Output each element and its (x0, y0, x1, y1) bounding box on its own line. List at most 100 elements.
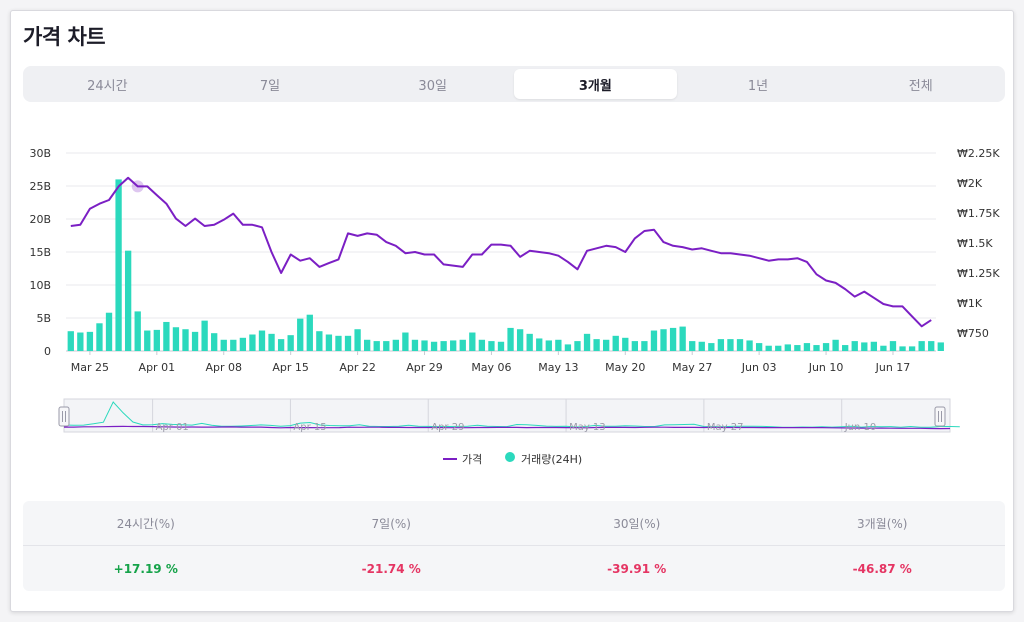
left-tick-label: 25B (29, 180, 51, 193)
price-line-path (70, 176, 932, 328)
left-tick-label: 10B (29, 279, 51, 292)
volume-bar (822, 343, 830, 351)
tab-all[interactable]: 전체 (908, 78, 933, 94)
volume-bar (306, 314, 313, 351)
legend-item-volume[interactable]: 거래량(24H) (505, 452, 582, 466)
left-tick-label: 0 (44, 345, 51, 358)
stats-value-row: +17.19 % -21.74 % -39.91 % -46.87 % (23, 546, 1005, 591)
volume-bar (755, 343, 763, 351)
legend-item-price[interactable]: 가격 (443, 453, 482, 466)
volume-bar (392, 339, 399, 351)
volume-bar (689, 341, 696, 351)
volume-bar (297, 318, 304, 351)
volume-bar (115, 179, 122, 351)
volume-bar (430, 341, 438, 351)
left-tick-label: 20B (29, 213, 51, 226)
right-tick-label: ₩2.25K (957, 147, 1000, 160)
volume-bar (249, 334, 256, 351)
x-tick-label: Jun 10 (808, 361, 844, 374)
navigator-label: May 27 (707, 422, 744, 433)
volume-bar (899, 346, 906, 351)
volume-bar (450, 340, 457, 351)
volume-bar (421, 340, 428, 351)
volume-bar (153, 329, 160, 351)
volume-bar (803, 343, 811, 351)
tab-3m[interactable]: 3개월 (514, 69, 677, 99)
stats-value-30d: -39.91 % (607, 561, 667, 576)
volume-bar (258, 330, 266, 351)
tab-30d[interactable]: 30일 (418, 78, 447, 94)
navigator-labels: Apr 01 Apr 15 Apr 29 May 13 May 27 Jun 10 (156, 422, 877, 433)
tab-7d[interactable]: 7일 (259, 78, 281, 94)
volume-bar (96, 323, 103, 351)
volume-bar (928, 341, 935, 351)
volume-bar (603, 339, 610, 351)
stats-header-row: 24시간(%) 7일(%) 30일(%) 3개월(%) (23, 501, 1005, 546)
volume-bar (717, 339, 725, 351)
volume-bar (182, 329, 189, 351)
volume-bar (363, 339, 371, 351)
volume-bar (861, 342, 868, 351)
volume-bar (880, 345, 887, 351)
volume-bar (478, 339, 486, 351)
volume-bar (526, 333, 533, 351)
stats-value-24h: +17.19 % (113, 561, 178, 576)
x-tick-label: Jun 17 (875, 361, 911, 374)
volume-bar (889, 341, 897, 351)
volume-bar (383, 341, 390, 351)
volume-bar (574, 341, 581, 351)
volume-bar (316, 331, 323, 351)
volume-bar (564, 344, 572, 351)
right-tick-label: ₩750 (957, 327, 989, 340)
volume-bar (507, 327, 514, 351)
volume-bar (497, 341, 505, 351)
volume-bar (354, 329, 361, 351)
right-tick-label: ₩1.25K (957, 267, 1000, 280)
right-tick-label: ₩1.5K (957, 237, 993, 250)
stats-header-30d: 30일(%) (613, 516, 661, 531)
volume-bar (440, 341, 447, 351)
volume-bar (105, 312, 113, 351)
price-line (70, 176, 932, 328)
volume-bar (631, 341, 639, 351)
volume-bar (325, 334, 333, 351)
price-hover-marker (131, 180, 144, 193)
volume-bar (230, 339, 237, 351)
x-tick-label: Apr 01 (139, 361, 176, 374)
navigator-label: Apr 01 (156, 422, 189, 433)
volume-bar (918, 341, 925, 351)
tab-1y[interactable]: 1년 (747, 78, 769, 94)
left-axis: 30B 25B 20B 15B 10B 5B 0 (29, 147, 51, 358)
volume-bar (832, 339, 839, 351)
volume-bar (698, 341, 705, 351)
volume-bar (459, 339, 466, 351)
navigator-label: Apr 15 (293, 422, 326, 433)
volume-bar (469, 332, 476, 351)
left-tick-label: 5B (36, 312, 51, 325)
volume-bar (669, 327, 677, 351)
tab-24h[interactable]: 24시간 (87, 78, 128, 94)
volume-bar (794, 345, 801, 351)
volume-bar (775, 345, 782, 351)
range-navigator[interactable]: Apr 01 Apr 15 Apr 29 May 13 May 27 Jun 10 (58, 398, 960, 433)
left-tick-label: 30B (29, 147, 51, 160)
price-chart-card: 가격 차트 24시간 7일 30일 3개월 1년 전체 30B 25B 20B 15B… (10, 10, 1014, 612)
volume-bar (411, 339, 419, 351)
stats-header-24h: 24시간(%) (116, 516, 175, 531)
volume-bar (583, 333, 591, 351)
right-tick-label: ₩2K (957, 177, 983, 190)
volume-bar (373, 341, 380, 351)
navigator-left-handle[interactable] (58, 406, 70, 427)
left-tick-label: 15B (29, 246, 51, 259)
volume-bar (77, 332, 84, 351)
volume-bar (784, 344, 791, 351)
legend-price-label: 가격 (462, 453, 482, 466)
navigator-right-handle[interactable] (934, 406, 946, 427)
volume-bar (679, 326, 686, 351)
x-tick-label: May 13 (538, 361, 578, 374)
x-tick-label: May 06 (471, 361, 511, 374)
navigator-label: Apr 29 (431, 422, 464, 433)
volume-bar (727, 339, 734, 351)
volume-bar (172, 327, 180, 351)
